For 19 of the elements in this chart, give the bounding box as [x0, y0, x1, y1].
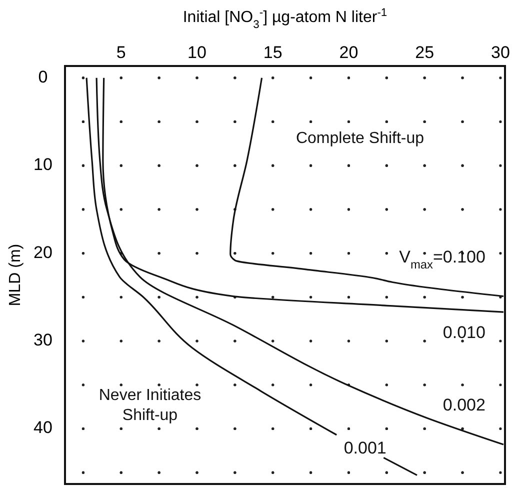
x-tick-label: 25 — [415, 43, 434, 62]
y-tick-label: 10 — [34, 155, 52, 174]
y-tick-label: 0 — [38, 67, 48, 86]
x-axis-title: Initial [NO$_{3}$$^{-}$] µg-atom N liter$^{-1}$ — [182, 7, 388, 31]
y-axis-title: MLD (m) — [7, 244, 24, 306]
annotation: Complete Shift-up — [296, 130, 424, 147]
series-label: 0.002 — [442, 396, 486, 416]
x-tick-label: 15 — [263, 43, 282, 62]
annotation: Never Initiates Shift-up — [98, 387, 202, 424]
x-tick-label: 30 — [490, 43, 510, 62]
y-tick-label: 30 — [34, 330, 52, 350]
x-tick-label: 10 — [188, 43, 206, 62]
series-label: 0.001 — [344, 438, 386, 458]
y-tick-label: 40 — [34, 418, 52, 438]
series-label: V$_{max}$=0.100 — [399, 248, 486, 272]
x-tick-label: 5 — [116, 43, 126, 62]
y-tick-label: 20 — [34, 242, 52, 262]
x-tick-label: 20 — [339, 43, 358, 62]
series-label: 0.010 — [442, 324, 486, 343]
